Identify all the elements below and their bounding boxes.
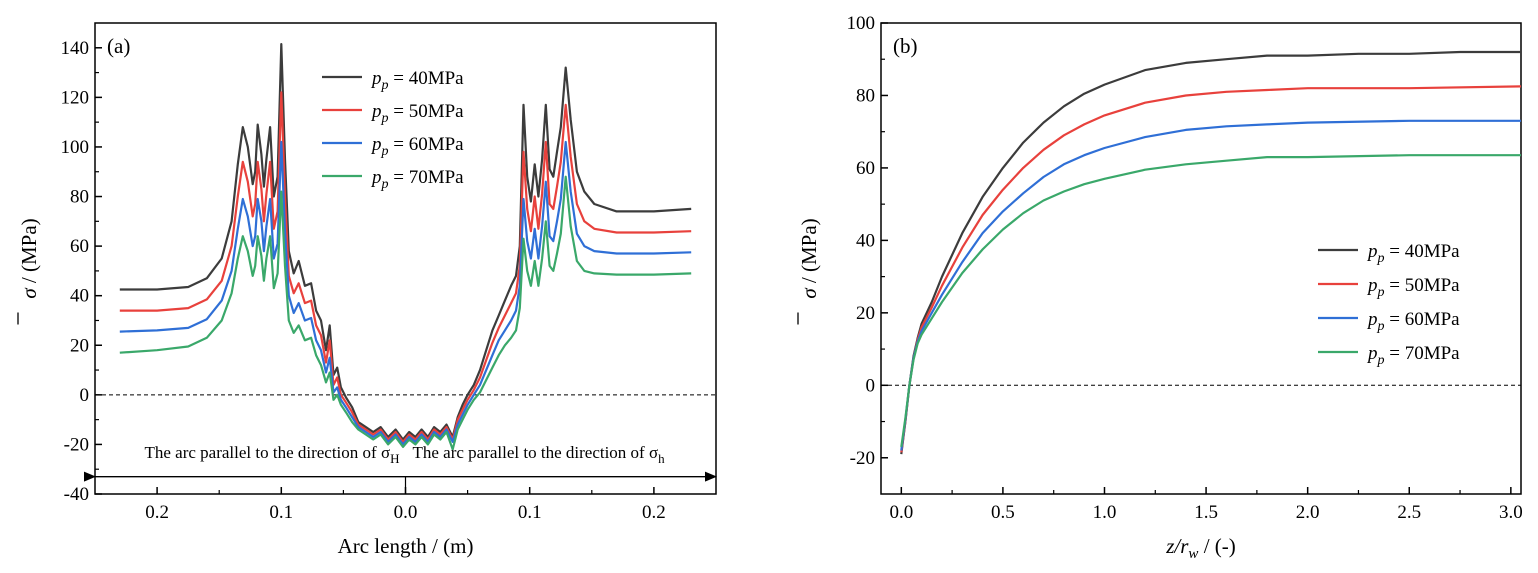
legend-value: = 70MPa (1385, 343, 1461, 364)
series-group (119, 43, 692, 451)
legend-var: p (370, 134, 382, 155)
series-line (119, 140, 692, 446)
panel-b: -20 0 20 40 60 80 100 0.0 0.5 1.0 1.5 2.0 2.5 3.0 (b) p… (797, 13, 1523, 562)
legend-label: pp = 70MPa (370, 167, 464, 192)
legend-label: pp = 50MPa (1366, 275, 1460, 300)
y-tick-label: 0 (80, 385, 90, 406)
y-label-unit: / (MPa) (797, 218, 821, 288)
legend-value: = 50MPa (389, 101, 465, 122)
y-label-unit: / (MPa) (17, 218, 41, 288)
y-tick-label: 0 (866, 375, 876, 396)
annotation-left: The arc parallel to the direction of σH (144, 443, 399, 466)
legend-sub: p (381, 78, 389, 93)
legend-sub: p (1377, 319, 1385, 334)
legend-var: p (370, 167, 382, 188)
series-line (119, 43, 692, 441)
y-tick-label: 60 (856, 158, 875, 179)
legend-label: pp = 40MPa (1366, 241, 1460, 266)
x-tick-label: 0.2 (642, 502, 666, 523)
legend-value: = 60MPa (389, 134, 465, 155)
plot-frame (94, 22, 717, 495)
panel-label: (b) (893, 34, 918, 58)
legend-sub: p (381, 144, 389, 159)
annotation-left-sub: H (390, 451, 399, 466)
legend-value: = 70MPa (389, 167, 465, 188)
x-tick-label: 0.2 (145, 502, 169, 523)
x-label-unit: / (-) (1198, 534, 1235, 558)
y-tick-label: 120 (61, 87, 90, 108)
x-tick-label: 2.0 (1296, 502, 1320, 523)
legend-var: p (1366, 241, 1378, 262)
y-tick-label: 20 (70, 335, 89, 356)
y-tick-label: 140 (61, 38, 90, 59)
series-line (119, 175, 692, 451)
y-tick-label: 100 (847, 13, 876, 34)
x-tick-label: 2.5 (1397, 502, 1421, 523)
y-tick-label: -20 (64, 434, 89, 455)
series-group (900, 50, 1521, 455)
legend-sub: p (381, 177, 389, 192)
legend-var: p (1366, 343, 1378, 364)
y-tick-label: 40 (856, 230, 875, 251)
y-tick-label: 20 (856, 303, 875, 324)
x-tick-label: 0.1 (269, 502, 293, 523)
y-tick-label: 100 (61, 137, 90, 158)
x-label-sub: w (1188, 546, 1198, 562)
x-tick-label: 0.0 (889, 502, 913, 523)
legend-var: p (1366, 309, 1378, 330)
annotation-right-text: The arc parallel to the direction of σ (413, 443, 659, 462)
annotation-right-sub: h (658, 451, 665, 466)
y-tick-label: 80 (70, 187, 89, 208)
y-tick-label: 40 (70, 286, 89, 307)
x-tick-label: 1.5 (1194, 502, 1218, 523)
x-tick-label: 0.0 (394, 502, 418, 523)
y-label-symbol: σ (797, 287, 821, 299)
y-tick-label: -40 (64, 484, 89, 505)
y-tick-label: 60 (70, 236, 89, 257)
legend-label: pp = 70MPa (1366, 343, 1460, 368)
series-line (900, 154, 1521, 448)
series-line (119, 91, 692, 443)
legend-value: = 60MPa (1385, 309, 1461, 330)
legend-label: pp = 40MPa (370, 68, 464, 93)
x-tick-label: 1.0 (1093, 502, 1117, 523)
legend-var: p (1366, 275, 1378, 296)
y-label-symbol: σ (17, 287, 41, 299)
legend-value: = 40MPa (1385, 241, 1461, 262)
x-tick-label: 0.5 (991, 502, 1015, 523)
legend-sub: p (1377, 353, 1385, 368)
legend-label: pp = 50MPa (370, 101, 464, 126)
legend-label: pp = 60MPa (1366, 309, 1460, 334)
x-tick-label: 0.1 (518, 502, 542, 523)
y-axis-label-text: σ / (MPa) (17, 218, 41, 298)
annotation-right: The arc parallel to the direction of σh (413, 443, 666, 466)
series-line (900, 85, 1521, 453)
y-tick-label: 80 (856, 85, 875, 106)
legend-sub: p (1377, 251, 1385, 266)
panel-label: (a) (107, 34, 130, 58)
legend-value: = 40MPa (389, 68, 465, 89)
plot-frame (880, 22, 1522, 495)
x-tick-label: 3.0 (1499, 502, 1523, 523)
x-label-var: z/r (1165, 534, 1189, 558)
legend-sub: p (1377, 285, 1385, 300)
panel-a: -40 -20 0 20 40 60 80 100 120 140 0.2 0.1 0.0 0.1 0.2 (… (17, 22, 717, 558)
legend-label: pp = 60MPa (370, 134, 464, 159)
x-axis-label: z/rw / (-) (1165, 534, 1236, 562)
legend-var: p (370, 101, 382, 122)
y-axis-label-text: σ / (MPa) (797, 218, 821, 298)
annotation-left-text: The arc parallel to the direction of σ (144, 443, 390, 462)
x-axis-label: Arc length / (m) (338, 534, 474, 558)
y-axis-label: σ / (MPa) (17, 218, 41, 325)
legend-var: p (370, 68, 382, 89)
legend-value: = 50MPa (1385, 275, 1461, 296)
y-axis-label: σ / (MPa) (797, 218, 821, 325)
legend-sub: p (381, 111, 389, 126)
y-tick-label: -20 (850, 448, 875, 469)
